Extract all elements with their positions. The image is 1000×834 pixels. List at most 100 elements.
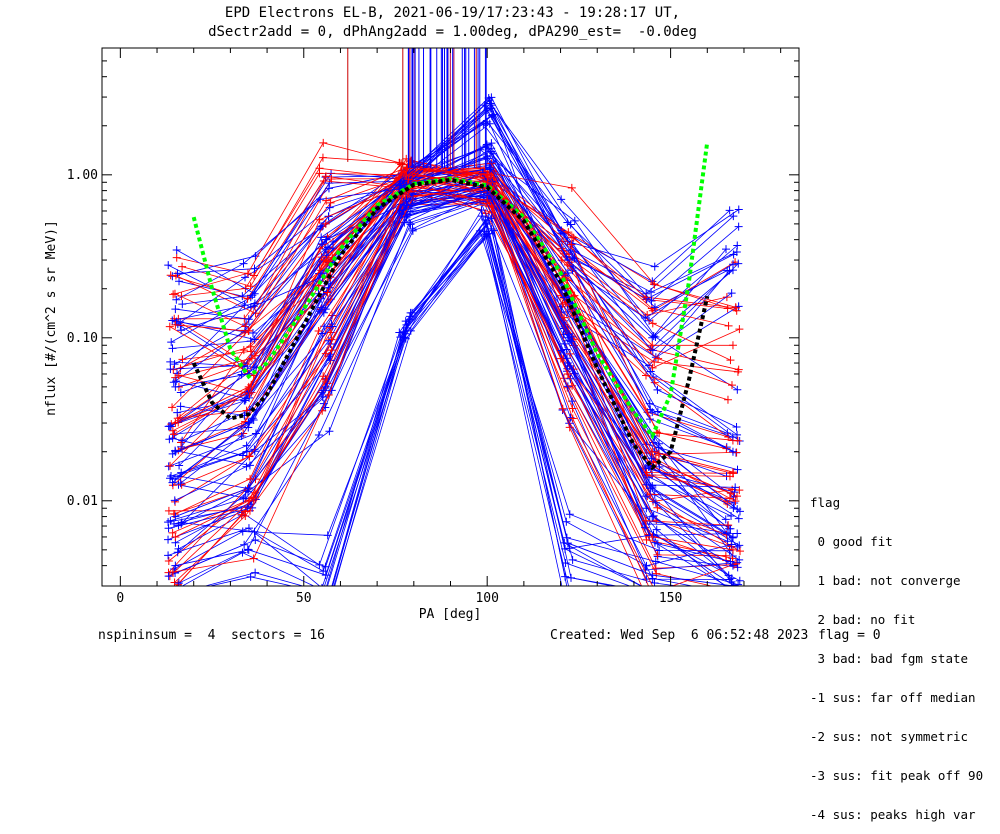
trace-line-marker — [239, 346, 248, 355]
trace-line-marker — [176, 402, 185, 411]
trace-line — [178, 190, 728, 586]
trace-line-marker — [325, 179, 334, 188]
trace-line — [169, 186, 739, 377]
trace-line-marker — [655, 439, 664, 448]
series-line-marker — [244, 327, 253, 336]
trace-line-marker — [245, 461, 254, 470]
trace-line-marker — [650, 303, 659, 312]
trace-line-marker — [723, 395, 732, 404]
trace-line-marker — [653, 503, 662, 512]
trace-line-marker — [727, 589, 735, 597]
trace-line-marker — [178, 589, 186, 597]
trace-line-marker — [650, 262, 659, 271]
trace-line-marker — [735, 486, 744, 495]
x-axis-label: PA [deg] — [419, 607, 482, 622]
trace-line-marker — [477, 206, 486, 215]
black-fit-curve — [191, 177, 710, 471]
trace-line-marker — [318, 406, 327, 415]
trace-line-marker — [404, 175, 413, 184]
trace-line-marker — [250, 302, 259, 311]
trace-line-marker — [642, 371, 650, 380]
trace-line — [178, 167, 738, 442]
flag-legend: flag 0 good fit 1 bad: not converge 2 ba… — [810, 470, 983, 834]
trace-line-marker — [734, 205, 743, 214]
trace-line-marker — [172, 295, 181, 304]
trace-line-marker — [405, 218, 414, 227]
trace-line-marker — [246, 342, 255, 351]
trace-line-marker — [241, 394, 250, 403]
trace-line-marker — [649, 511, 658, 520]
trace-line-marker — [726, 489, 735, 498]
trace-line — [178, 180, 727, 502]
trace-line-marker — [251, 568, 260, 577]
series-line-marker — [728, 341, 737, 350]
trace-line-marker — [642, 589, 650, 597]
trace-line-marker — [178, 300, 187, 309]
trace-line-marker — [169, 290, 178, 299]
trace-line-marker — [725, 524, 734, 533]
series-line-marker — [728, 582, 737, 586]
trace-line-marker — [487, 139, 496, 148]
trace-line-marker — [565, 510, 574, 519]
trace-line-marker — [323, 288, 332, 297]
trace-line-marker — [246, 282, 255, 291]
y-tick-label: 0.10 — [67, 331, 98, 346]
trace-line-marker — [567, 240, 576, 249]
trace-line-marker — [166, 357, 175, 366]
trace-line-marker — [173, 408, 182, 417]
trace-line-marker — [179, 588, 187, 596]
trace-line-marker — [566, 349, 575, 358]
trace-line-marker — [178, 262, 187, 271]
trace-line-marker — [174, 589, 182, 597]
trace-line-marker — [321, 172, 330, 181]
series-line-marker — [563, 369, 572, 378]
chart-title-line-1: EPD Electrons EL-B, 2021-06-19/17:23:43 … — [224, 5, 681, 21]
trace-line-marker — [320, 589, 328, 597]
trace-line-marker — [568, 555, 577, 564]
trace-line — [170, 172, 731, 562]
trace-line-marker — [653, 550, 662, 559]
trace-line — [168, 181, 738, 571]
trace-line-marker — [316, 195, 325, 204]
trace-line-marker — [489, 174, 498, 183]
series-line-marker — [648, 333, 657, 342]
trace-line-marker — [734, 222, 743, 231]
trace-line-marker — [180, 582, 182, 586]
legend-item: 0 good fit — [810, 534, 893, 549]
trace-line-marker — [170, 496, 179, 505]
series-line-marker — [648, 512, 657, 521]
trace-line-marker — [723, 429, 732, 438]
trace-line — [181, 219, 740, 582]
trace-line-marker — [243, 589, 251, 597]
trace-line-marker — [646, 589, 654, 597]
trace-line-marker — [566, 589, 574, 597]
trace-line — [180, 181, 734, 509]
trace-line-marker — [568, 253, 577, 262]
series-line-marker — [483, 152, 492, 161]
trace-line — [172, 172, 729, 576]
trace-line-marker — [166, 271, 175, 280]
trace-line-marker — [164, 261, 173, 270]
trace-line — [178, 164, 733, 474]
trace-line-marker — [654, 354, 663, 363]
x-tick-label: 0 — [116, 591, 124, 606]
series-line-marker — [402, 196, 411, 205]
trace-line-marker — [176, 317, 185, 326]
series-line-marker — [563, 333, 572, 342]
series-line-marker — [648, 447, 657, 456]
trace-line-marker — [736, 547, 745, 556]
trace-line-marker — [648, 589, 656, 597]
trace-line-marker — [250, 447, 259, 456]
trace-line-marker — [647, 454, 656, 463]
series-line-marker — [321, 245, 330, 254]
trace-line-marker — [242, 589, 250, 597]
trace-line-marker — [570, 216, 579, 225]
trace-line-marker — [733, 529, 742, 538]
trace-line-marker — [726, 585, 728, 586]
trace-line-marker — [721, 515, 730, 524]
trace-line — [174, 198, 738, 536]
trace-line-marker — [730, 589, 738, 597]
series-line-marker — [171, 305, 180, 314]
series-line-marker — [402, 170, 411, 179]
x-tick-label: 50 — [296, 591, 312, 606]
